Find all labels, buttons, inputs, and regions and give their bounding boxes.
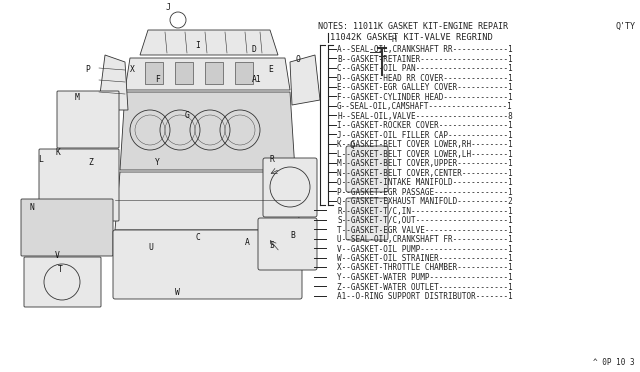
Text: I--GASKET-ROCKER COVER---------------1: I--GASKET-ROCKER COVER---------------1 bbox=[337, 121, 513, 130]
Text: 11042K GASKET KIT-VALVE REGRIND: 11042K GASKET KIT-VALVE REGRIND bbox=[330, 33, 493, 42]
FancyBboxPatch shape bbox=[346, 146, 388, 192]
Bar bbox=[205, 62, 223, 84]
Polygon shape bbox=[120, 92, 295, 170]
Text: Q'TY: Q'TY bbox=[616, 22, 636, 31]
Text: P: P bbox=[85, 65, 90, 74]
Text: D--GASKET-HEAD RR COVER--------------1: D--GASKET-HEAD RR COVER--------------1 bbox=[337, 74, 513, 83]
Text: X: X bbox=[130, 65, 135, 74]
Text: M--GASKET-BELT COVER,UPPER-----------1: M--GASKET-BELT COVER,UPPER-----------1 bbox=[337, 159, 513, 168]
Text: L--GASKET-BELT COVER LOWER,LH--------1: L--GASKET-BELT COVER LOWER,LH--------1 bbox=[337, 150, 513, 158]
Text: NOTES: 11011K GASKET KIT-ENGINE REPAIR: NOTES: 11011K GASKET KIT-ENGINE REPAIR bbox=[318, 22, 508, 31]
Text: L: L bbox=[38, 155, 43, 164]
FancyBboxPatch shape bbox=[24, 257, 101, 307]
Text: K: K bbox=[55, 148, 60, 157]
Text: C--GASKET-OIL PAN--------------------1: C--GASKET-OIL PAN--------------------1 bbox=[337, 64, 513, 73]
Polygon shape bbox=[115, 172, 300, 230]
Text: E--GASKET-EGR GALLEY COVER-----------1: E--GASKET-EGR GALLEY COVER-----------1 bbox=[337, 83, 513, 92]
Text: T--GASKET-EGR VALVE------------------1: T--GASKET-EGR VALVE------------------1 bbox=[337, 225, 513, 234]
Text: ^ 0P 10 3: ^ 0P 10 3 bbox=[593, 358, 635, 367]
Text: Y: Y bbox=[155, 158, 160, 167]
Text: T: T bbox=[58, 265, 63, 274]
Text: K--GASKET-BELT COVER LOWER,RH--------1: K--GASKET-BELT COVER LOWER,RH--------1 bbox=[337, 140, 513, 149]
Text: Q: Q bbox=[350, 141, 355, 150]
FancyBboxPatch shape bbox=[263, 158, 317, 217]
Text: E: E bbox=[268, 65, 273, 74]
Text: R--GASKET-T/C,IN---------------------1: R--GASKET-T/C,IN---------------------1 bbox=[337, 206, 513, 215]
FancyBboxPatch shape bbox=[39, 149, 119, 221]
Text: Z: Z bbox=[88, 158, 93, 167]
Text: U--SEAL-OIL,CRANKSHAFT FR------------1: U--SEAL-OIL,CRANKSHAFT FR------------1 bbox=[337, 235, 513, 244]
Text: A: A bbox=[245, 238, 250, 247]
Text: Y--GASKET-WATER PUMP-----------------1: Y--GASKET-WATER PUMP-----------------1 bbox=[337, 273, 513, 282]
Text: V--GASKET-OIL PUMP-------------------1: V--GASKET-OIL PUMP-------------------1 bbox=[337, 244, 513, 253]
Text: G--SEAL-OIL,CAMSHAFT-----------------1: G--SEAL-OIL,CAMSHAFT-----------------1 bbox=[337, 102, 513, 111]
FancyBboxPatch shape bbox=[57, 91, 119, 148]
Text: F: F bbox=[155, 75, 160, 84]
Polygon shape bbox=[290, 55, 320, 105]
Text: O--GASKET-INTAKE MANIFOLD------------1: O--GASKET-INTAKE MANIFOLD------------1 bbox=[337, 178, 513, 187]
Text: S: S bbox=[270, 241, 275, 250]
Text: O: O bbox=[296, 55, 301, 64]
Bar bbox=[175, 62, 193, 84]
Text: S--GASKET-T/C,OUT--------------------1: S--GASKET-T/C,OUT--------------------1 bbox=[337, 216, 513, 225]
Text: U: U bbox=[148, 243, 153, 252]
Text: I: I bbox=[195, 41, 200, 50]
Polygon shape bbox=[98, 55, 128, 110]
Text: V: V bbox=[55, 251, 60, 260]
FancyBboxPatch shape bbox=[113, 230, 302, 299]
Text: D: D bbox=[252, 45, 257, 54]
FancyBboxPatch shape bbox=[21, 199, 113, 256]
Text: M: M bbox=[75, 93, 80, 102]
Text: A1--O-RING SUPPORT DISTRIBUTOR-------1: A1--O-RING SUPPORT DISTRIBUTOR-------1 bbox=[337, 292, 513, 301]
Text: X--GASKET-THROTTLE CHAMBER-----------1: X--GASKET-THROTTLE CHAMBER-----------1 bbox=[337, 263, 513, 273]
Bar bbox=[235, 62, 253, 84]
Text: R: R bbox=[270, 155, 275, 164]
Bar bbox=[145, 62, 163, 84]
Text: F--GASKET-CYLINDER HEAD--------------1: F--GASKET-CYLINDER HEAD--------------1 bbox=[337, 93, 513, 102]
Text: W--GASKET-OIL STRAINER---------------1: W--GASKET-OIL STRAINER---------------1 bbox=[337, 254, 513, 263]
Text: H--SEAL-OIL,VALVE--------------------8: H--SEAL-OIL,VALVE--------------------8 bbox=[337, 112, 513, 121]
Text: Q--GASKET-EXHAUST MANIFOLD-----------2: Q--GASKET-EXHAUST MANIFOLD-----------2 bbox=[337, 197, 513, 206]
Text: B--GASKET-RETAINER-------------------1: B--GASKET-RETAINER-------------------1 bbox=[337, 55, 513, 64]
Text: W: W bbox=[175, 288, 180, 297]
Text: N: N bbox=[30, 203, 35, 212]
Text: C: C bbox=[195, 233, 200, 242]
FancyBboxPatch shape bbox=[346, 198, 388, 240]
Text: Z--GASKET-WATER OUTLET---------------1: Z--GASKET-WATER OUTLET---------------1 bbox=[337, 282, 513, 292]
Polygon shape bbox=[125, 58, 290, 90]
Text: H: H bbox=[392, 35, 397, 44]
Text: G: G bbox=[185, 111, 190, 120]
FancyBboxPatch shape bbox=[258, 218, 317, 270]
Text: A1: A1 bbox=[252, 75, 262, 84]
Polygon shape bbox=[140, 30, 278, 55]
Text: J--GASKET-OIL FILLER CAP-------------1: J--GASKET-OIL FILLER CAP-------------1 bbox=[337, 131, 513, 140]
Text: P--GASKET-EGR PASSAGE----------------1: P--GASKET-EGR PASSAGE----------------1 bbox=[337, 187, 513, 196]
Text: A--SEAL-OIL,CRANKSHAFT RR------------1: A--SEAL-OIL,CRANKSHAFT RR------------1 bbox=[337, 45, 513, 54]
Text: N--GASKET-BELT COVER,CENTER----------1: N--GASKET-BELT COVER,CENTER----------1 bbox=[337, 169, 513, 177]
Text: B: B bbox=[290, 231, 295, 240]
Text: J: J bbox=[166, 3, 171, 12]
